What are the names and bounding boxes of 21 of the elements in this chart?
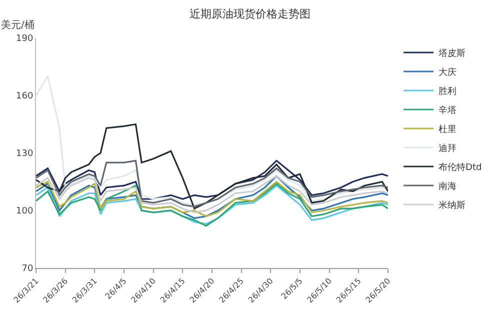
y-tick-label: 100 <box>16 206 34 217</box>
legend-label: 迪拜 <box>438 143 457 154</box>
y-tick-label: 130 <box>16 149 34 160</box>
y-tick-label: 160 <box>16 92 34 102</box>
line-series <box>36 76 388 206</box>
legend-label: 塔皮斯 <box>438 48 466 60</box>
legend-label: 胜利 <box>438 86 457 98</box>
legend-label: 辛塔 <box>438 105 457 116</box>
line-series <box>36 180 388 218</box>
legend-label: 米纳斯 <box>438 200 466 212</box>
line-series <box>36 123 388 210</box>
legend-label: 大庆 <box>438 67 457 78</box>
legend-label: 南海 <box>438 181 457 192</box>
line-series <box>36 160 388 208</box>
chart-title: 近期原油现货价格走势图 <box>190 7 310 20</box>
line-series <box>36 160 388 200</box>
y-tick-label: 70 <box>22 264 34 274</box>
y-axis-title: 美元/桶 <box>1 19 34 31</box>
legend-label: 布伦特Dtd <box>438 162 482 174</box>
y-tick-label: 190 <box>16 34 34 44</box>
legend-label: 杜里 <box>438 124 457 136</box>
